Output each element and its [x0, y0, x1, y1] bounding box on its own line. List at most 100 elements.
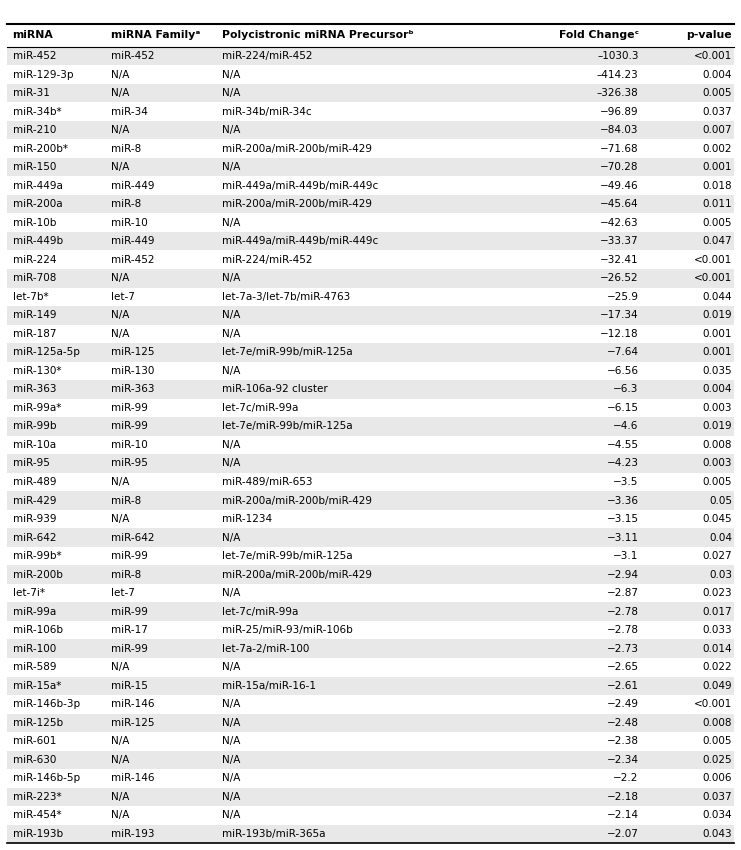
Text: miR-34b/miR-34c: miR-34b/miR-34c [222, 106, 312, 116]
Text: miR-149: miR-149 [13, 310, 56, 320]
Bar [7, 177, 734, 195]
Text: miR-452: miR-452 [13, 51, 56, 61]
Text: miR-106b: miR-106b [13, 626, 62, 635]
Text: Fold Changeᶜ: Fold Changeᶜ [559, 31, 639, 40]
Text: Polycistronic miRNA Precursorᵇ: Polycistronic miRNA Precursorᵇ [222, 31, 414, 40]
Text: miR-130*: miR-130* [13, 366, 61, 376]
Bar [7, 436, 734, 454]
Text: miR-187: miR-187 [13, 329, 56, 339]
Text: miR-25/miR-93/miR-106b: miR-25/miR-93/miR-106b [222, 626, 353, 635]
Text: miR-125a-5p: miR-125a-5p [13, 348, 79, 357]
Text: 0.034: 0.034 [702, 810, 732, 820]
Text: miR-642: miR-642 [13, 533, 56, 542]
Text: 0.027: 0.027 [702, 551, 732, 561]
Text: N/A: N/A [111, 477, 130, 487]
Text: −32.41: −32.41 [600, 255, 639, 264]
Text: miR-939: miR-939 [13, 514, 56, 524]
Bar [7, 584, 734, 603]
Text: N/A: N/A [222, 162, 241, 173]
Text: N/A: N/A [222, 662, 241, 672]
Text: <0.001: <0.001 [694, 274, 732, 283]
Text: 0.047: 0.047 [702, 236, 732, 246]
Text: miR-100: miR-100 [13, 643, 56, 654]
Text: N/A: N/A [222, 774, 241, 784]
Text: −6.15: −6.15 [607, 403, 639, 413]
Text: 0.025: 0.025 [702, 755, 732, 765]
Text: N/A: N/A [111, 792, 130, 802]
Bar [7, 621, 734, 639]
Text: miR-200b*: miR-200b* [13, 144, 67, 154]
Text: 0.001: 0.001 [702, 329, 732, 339]
Text: miR-200a/miR-200b/miR-429: miR-200a/miR-200b/miR-429 [222, 199, 372, 209]
Text: miR-363: miR-363 [111, 384, 155, 394]
Text: 0.023: 0.023 [702, 588, 732, 598]
Text: N/A: N/A [111, 125, 130, 135]
Text: N/A: N/A [222, 310, 241, 320]
Text: miR-449b: miR-449b [13, 236, 63, 246]
Text: miR-10b: miR-10b [13, 218, 56, 228]
Text: let-7c/miR-99a: let-7c/miR-99a [222, 607, 299, 616]
Text: 0.008: 0.008 [702, 440, 732, 450]
Text: −3.11: −3.11 [607, 533, 639, 542]
Text: 0.001: 0.001 [702, 162, 732, 173]
Text: miR-193b/miR-365a: miR-193b/miR-365a [222, 829, 326, 839]
Text: miR-99: miR-99 [111, 403, 148, 413]
Text: −2.65: −2.65 [607, 662, 639, 672]
Text: N/A: N/A [111, 755, 130, 765]
Text: 0.018: 0.018 [702, 181, 732, 190]
Text: 0.005: 0.005 [702, 88, 732, 98]
Text: −26.52: −26.52 [600, 274, 639, 283]
Text: miR-99b*: miR-99b* [13, 551, 62, 561]
Text: −25.9: −25.9 [607, 292, 639, 302]
Text: −2.49: −2.49 [607, 700, 639, 709]
Text: N/A: N/A [111, 310, 130, 320]
Text: let-7i*: let-7i* [13, 588, 44, 598]
Text: miR-601: miR-601 [13, 736, 56, 746]
Text: −3.1: −3.1 [614, 551, 639, 561]
Text: 0.006: 0.006 [702, 774, 732, 784]
Text: N/A: N/A [222, 588, 241, 598]
Text: N/A: N/A [222, 792, 241, 802]
Text: miR-8: miR-8 [111, 199, 142, 209]
Text: let-7a-2/miR-100: let-7a-2/miR-100 [222, 643, 310, 654]
Text: miR-642: miR-642 [111, 533, 155, 542]
Bar [7, 361, 734, 380]
Text: −2.48: −2.48 [607, 717, 639, 728]
Bar [7, 639, 734, 658]
Bar [7, 806, 734, 824]
Text: 0.049: 0.049 [702, 681, 732, 691]
Text: miR-449a: miR-449a [13, 181, 62, 190]
Text: miR-130: miR-130 [111, 366, 155, 376]
Text: −2.78: −2.78 [607, 626, 639, 635]
Bar [7, 529, 734, 547]
Text: N/A: N/A [111, 736, 130, 746]
Text: −84.03: −84.03 [600, 125, 639, 135]
Text: 0.004: 0.004 [702, 384, 732, 394]
Text: miR-630: miR-630 [13, 755, 56, 765]
Text: miR-106a-92 cluster: miR-106a-92 cluster [222, 384, 328, 394]
Text: p-value: p-value [686, 31, 732, 40]
Bar [7, 139, 734, 158]
Text: let-7c/miR-99a: let-7c/miR-99a [222, 403, 299, 413]
Bar [7, 658, 734, 677]
Bar [7, 473, 734, 491]
Text: miR-1234: miR-1234 [222, 514, 273, 524]
Text: 0.004: 0.004 [702, 70, 732, 80]
Bar [7, 343, 734, 361]
Text: miR-8: miR-8 [111, 144, 142, 154]
Text: miRNA: miRNA [13, 31, 53, 40]
Text: miR-146b-5p: miR-146b-5p [13, 774, 80, 784]
Text: 0.043: 0.043 [702, 829, 732, 839]
Bar [7, 399, 734, 417]
Text: 0.037: 0.037 [702, 106, 732, 116]
Text: −45.64: −45.64 [600, 199, 639, 209]
Text: let-7e/miR-99b/miR-125a: let-7e/miR-99b/miR-125a [222, 348, 353, 357]
Text: miR-449a/miR-449b/miR-449c: miR-449a/miR-449b/miR-449c [222, 181, 379, 190]
Text: N/A: N/A [222, 533, 241, 542]
Text: N/A: N/A [111, 514, 130, 524]
Text: −3.36: −3.36 [607, 496, 639, 506]
Text: miR-34: miR-34 [111, 106, 148, 116]
Text: miR-17: miR-17 [111, 626, 148, 635]
Text: 0.044: 0.044 [702, 292, 732, 302]
Text: −33.37: −33.37 [600, 236, 639, 246]
